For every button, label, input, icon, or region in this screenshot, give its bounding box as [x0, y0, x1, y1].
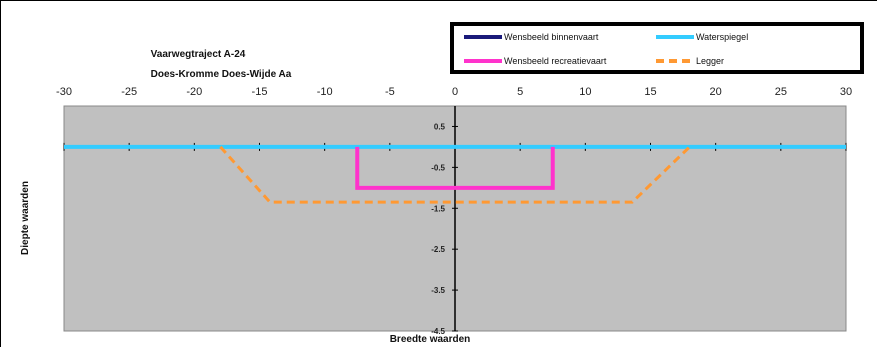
- x-tick-labels: -30 -25 -20 -15 -10 -5 0 5 10 15 20 25 30: [56, 86, 852, 98]
- x-tick-label: -15: [252, 86, 268, 98]
- x-tick-label: 10: [579, 86, 591, 98]
- x-tick-label: 0: [452, 86, 458, 98]
- x-tick-label: -10: [317, 86, 333, 98]
- y-axis-label: Diepte waarden: [20, 181, 31, 255]
- y-tick-label: -4.5: [431, 327, 445, 336]
- y-tick-label: -0.5: [431, 163, 445, 172]
- x-tick-label: 20: [710, 86, 722, 98]
- series-line-3: [355, 146, 555, 190]
- series-group: [64, 144, 846, 204]
- x-tick-label: -25: [121, 86, 137, 98]
- y-tick-label: -3.5: [431, 286, 445, 295]
- chart-subtitle: Does-Kromme Does-Wijde Aa: [151, 69, 292, 80]
- legend-label-3: Wensbeeld recreatievaart: [504, 56, 607, 66]
- x-tick-label: 30: [840, 86, 852, 98]
- legend-label-1: Wensbeeld binnenvaart: [504, 32, 599, 42]
- x-tick-label: -5: [385, 86, 395, 98]
- x-tick-label: 25: [775, 86, 787, 98]
- legend-label-4: Legger: [696, 56, 724, 66]
- x-tick-label: 15: [644, 86, 656, 98]
- x-tick-label: 5: [517, 86, 523, 98]
- legend: Wensbeeld binnenvaart Waterspiegel Wensbee…: [450, 22, 864, 74]
- y-tick-labels: 0.5 -0.5 -1.5 -2.5 -3.5 -4.5: [431, 122, 445, 336]
- x-axis-label: Breedte waarden: [390, 334, 471, 345]
- legend-box: [450, 22, 864, 74]
- x-tick-label: -20: [186, 86, 202, 98]
- x-tick-label: -30: [56, 86, 72, 98]
- legend-label-2: Waterspiegel: [696, 32, 748, 42]
- y-tick-label: -1.5: [431, 204, 445, 213]
- chart-title: Vaarwegtraject A-24: [151, 49, 246, 60]
- y-tick-label: 0.5: [434, 122, 446, 131]
- y-tick-label: -2.5: [431, 245, 445, 254]
